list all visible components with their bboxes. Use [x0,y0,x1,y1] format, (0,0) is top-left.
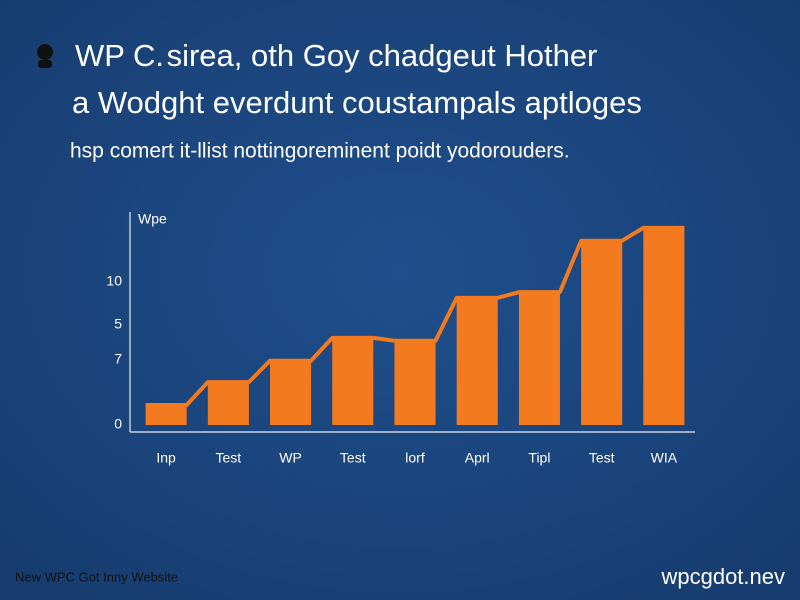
bar [643,227,685,425]
title-icon [37,44,53,68]
x-tick-label: WIA [651,450,678,466]
trend-line [145,225,685,407]
bar [394,340,436,425]
title-line: a Wodght everdunt coustampals aptloges [72,85,642,120]
footer-right: wpcgdot.nev [660,564,785,589]
bar [456,297,498,425]
bar [145,405,187,425]
x-tick-label: Test [340,450,366,466]
subtitle: hsp comert it-llist nottingoreminent poi… [70,140,570,163]
title-line: WP C. sirea, oth Goy chadgeut Hother [75,38,597,73]
footer-left: New WPC Got Inny Website [15,569,178,584]
y-axis-label: 0 [114,416,122,432]
bar [207,382,249,425]
y-axis-title: Wpe [138,211,167,227]
bar [270,360,312,425]
bar [518,292,560,425]
y-axis-label: 5 [114,316,122,332]
bar [332,337,374,425]
x-tick-label: Tipl [528,450,550,466]
x-tick-label: Test [215,450,241,466]
x-tick-label: Test [589,450,615,466]
y-axis-label: 7 [114,351,122,367]
bar [581,240,623,425]
y-axis-label: 10 [106,273,122,289]
x-tick-label: Inp [156,450,176,466]
x-tick-label: lorf [405,450,425,466]
x-tick-label: WP [279,450,302,466]
x-tick-label: Aprl [465,450,490,466]
